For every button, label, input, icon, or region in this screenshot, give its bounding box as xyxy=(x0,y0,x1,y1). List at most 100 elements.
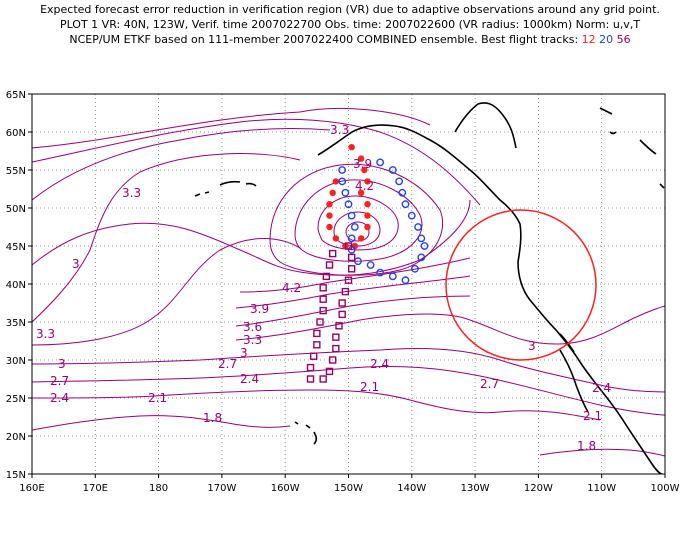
contour-label: 3 xyxy=(528,339,536,353)
y-tick-label: 50N xyxy=(6,204,26,215)
title-line-3: NCEP/UM ETKF based on 111-member 2007022… xyxy=(0,32,700,47)
x-tick-label: 120W xyxy=(524,483,553,494)
track-20-point xyxy=(388,166,397,174)
contour-label: 4.2 xyxy=(282,281,301,295)
track-56-legend: 56 xyxy=(616,33,631,46)
track-12-point xyxy=(326,212,333,219)
track-12-point xyxy=(332,178,340,185)
track-56-point xyxy=(332,344,340,353)
track-56-point xyxy=(328,249,337,258)
chart-title-block: Expected forecast error reduction in ver… xyxy=(0,2,700,47)
track-56-point xyxy=(332,333,340,341)
contour-label: 3.3 xyxy=(122,186,141,200)
track-56-point xyxy=(306,375,315,383)
contour-label: 3.6 xyxy=(243,320,262,334)
track-12-point xyxy=(326,223,333,231)
contour-lines xyxy=(32,107,665,457)
contour-label: 3.3 xyxy=(243,333,262,347)
x-tick-label: 100W xyxy=(651,483,680,494)
track-12-legend: 12 xyxy=(581,33,596,46)
track-56-point xyxy=(347,265,356,273)
y-tick-label: 30N xyxy=(6,356,26,367)
x-tick-label: 130W xyxy=(461,483,490,494)
track-12-point xyxy=(332,235,340,242)
track-20-point xyxy=(350,223,359,231)
track-12-point xyxy=(361,166,368,174)
track-12-point xyxy=(357,155,365,162)
track-20-point xyxy=(401,276,410,285)
track-20-point xyxy=(338,177,347,186)
track-20-point xyxy=(414,223,423,231)
track-20-point xyxy=(398,188,407,197)
contour-label: 2.1 xyxy=(360,380,379,394)
y-tick-label: 55N xyxy=(6,166,26,177)
y-tick-label: 45N xyxy=(6,242,26,253)
track-20-point xyxy=(417,253,426,262)
track-20-point xyxy=(347,211,356,220)
y-tick-label: 35N xyxy=(6,318,26,329)
track-56-point xyxy=(344,242,353,250)
contour-label: 1.8 xyxy=(203,411,222,425)
y-tick-label: 65N xyxy=(6,90,26,101)
contour-label: 3.9 xyxy=(353,157,372,171)
track-20-point xyxy=(420,242,429,250)
verification-region-circle xyxy=(445,209,597,361)
track-20-point xyxy=(354,257,362,266)
contour-label: 2.7 xyxy=(218,357,237,371)
title-line-3-text: NCEP/UM ETKF based on 111-member 2007022… xyxy=(69,33,579,46)
track-20-point xyxy=(376,158,385,167)
y-tick-label: 25N xyxy=(6,394,26,405)
contour-label: 2.4 xyxy=(370,357,389,371)
contour-label: 2.7 xyxy=(50,374,69,388)
contour-label: 3 xyxy=(240,346,248,360)
title-line-2: PLOT 1 VR: 40N, 123W, Verif. time 200702… xyxy=(59,18,641,31)
axis-labels: 160E 170E 180 170W 160W 150W 140W 130W 120W 110W 1… xyxy=(6,90,680,494)
track-56-point xyxy=(309,352,318,360)
contour-label: 3.3 xyxy=(36,327,55,341)
x-tick-label: 170W xyxy=(207,483,236,494)
track-56-point xyxy=(328,356,337,364)
contour-label: 3.9 xyxy=(250,302,269,316)
track-56-point xyxy=(313,329,321,338)
track-56-point xyxy=(319,306,327,315)
track-20-point xyxy=(401,200,410,209)
x-tick-label: 160W xyxy=(271,483,300,494)
track-20-point xyxy=(344,200,353,209)
track-20-point xyxy=(366,261,375,269)
track-20-point xyxy=(341,188,350,197)
track-56-point xyxy=(347,253,356,262)
track-12-point xyxy=(348,144,355,151)
track-20-point xyxy=(395,177,404,186)
y-tick-label: 40N xyxy=(6,280,26,291)
track-56-point xyxy=(322,272,331,281)
track-56-point xyxy=(338,310,346,319)
x-tick-label: 150W xyxy=(334,483,363,494)
track-56-point xyxy=(338,299,346,307)
track-12-point xyxy=(364,223,371,231)
contour-label: 2.4 xyxy=(50,391,69,405)
contour-label: 2.4 xyxy=(240,372,259,386)
x-tick-label: 140W xyxy=(397,483,426,494)
contour-label: 3.3 xyxy=(330,123,349,137)
contour-label: 2.1 xyxy=(583,409,602,423)
y-tick-label: 15N xyxy=(6,470,26,481)
contour-label: 2.7 xyxy=(480,377,499,391)
track-56-point xyxy=(325,367,334,376)
track-56-point xyxy=(319,375,327,383)
track-12-point xyxy=(357,235,365,242)
track-20-legend: 20 xyxy=(599,33,614,46)
x-tick-label: 180 xyxy=(149,483,168,494)
track-20-point xyxy=(338,166,347,174)
track-12-point xyxy=(364,201,371,208)
track-56-point xyxy=(335,322,343,330)
coastlines xyxy=(194,102,665,474)
track-12-point xyxy=(326,201,333,208)
x-tick-label: 170E xyxy=(83,483,108,494)
track-12-point xyxy=(357,189,365,196)
y-tick-label: 20N xyxy=(6,432,26,443)
x-tick-label: 110W xyxy=(587,483,616,494)
track-56-point xyxy=(344,276,353,284)
x-tick-label: 160E xyxy=(19,483,44,494)
flight-tracks xyxy=(306,144,429,383)
